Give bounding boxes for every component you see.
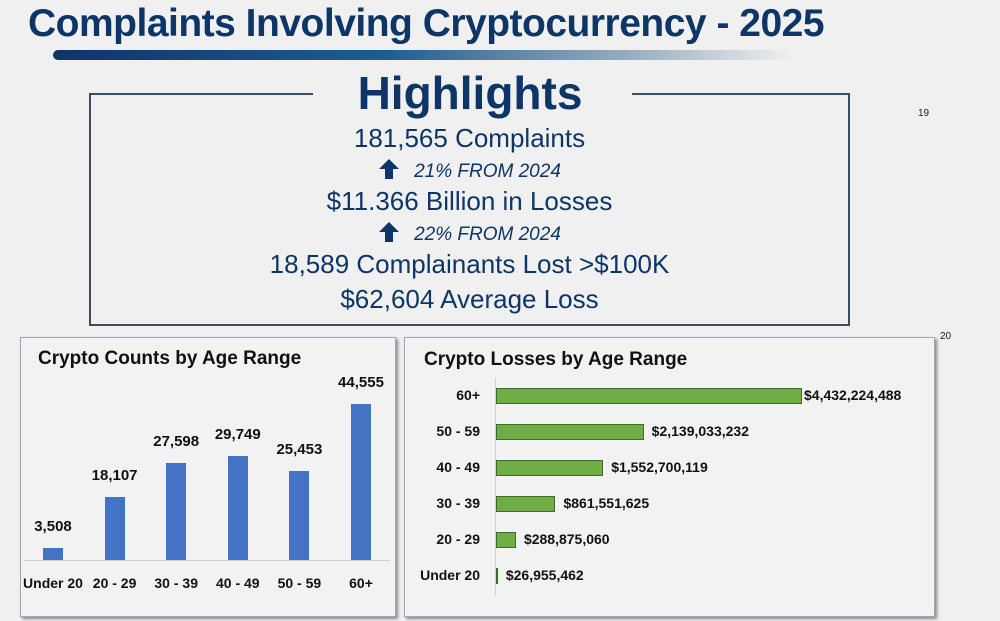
- count-bar: [43, 547, 63, 560]
- complaints-change-text: 21% FROM 2024: [414, 161, 561, 182]
- loss-data-label: $861,551,625: [563, 495, 650, 511]
- count-data-label: 29,749: [214, 425, 261, 443]
- loss-data-label: $26,955,462: [505, 567, 584, 583]
- count-data-label: 25,453: [276, 440, 323, 458]
- counts-chart-panel: [20, 337, 396, 617]
- losses-axis-line: [495, 378, 496, 596]
- loss-category-label: 30 - 39: [436, 495, 480, 511]
- count-category-label: 60+: [349, 575, 373, 591]
- loss-data-label: $2,139,033,232: [651, 423, 749, 439]
- highlights-border-left: [89, 93, 313, 95]
- loss-bar: [496, 496, 556, 512]
- losses-stat: $11.366 Billion in Losses: [326, 186, 613, 216]
- loss-bar: [496, 460, 604, 476]
- count-data-label: 27,598: [153, 433, 200, 451]
- count-bar: [227, 455, 248, 560]
- count-category-label: 30 - 39: [154, 575, 198, 591]
- counts-axis-line: [24, 560, 390, 561]
- losses-chart-title: Crypto Losses by Age Range: [424, 349, 688, 370]
- count-category-label: 40 - 49: [216, 575, 260, 591]
- page-title: Complaints Involving Cryptocurrency - 20…: [28, 2, 825, 45]
- complaints-stat: 181,565 Complaints: [353, 123, 586, 153]
- loss-category-label: 60+: [456, 387, 480, 403]
- title-underline: [53, 50, 793, 60]
- loss-category-label: 40 - 49: [436, 459, 480, 475]
- loss-data-label: $288,875,060: [523, 531, 610, 547]
- loss-bar: [496, 424, 644, 440]
- count-bar: [104, 496, 125, 560]
- count-category-label: Under 20: [23, 575, 83, 591]
- count-bar: [289, 470, 310, 560]
- count-bar: [166, 463, 187, 560]
- up-arrow-icon: [379, 222, 400, 242]
- average-loss-stat: $62,604 Average Loss: [340, 284, 599, 314]
- losses-chart-panel: [404, 337, 935, 617]
- highlights-box: [89, 93, 850, 326]
- count-bar: [351, 404, 371, 560]
- losses-change: 22% FROM 2024: [89, 221, 850, 246]
- complaints-change: 21% FROM 2024: [89, 158, 850, 183]
- page-number: 20: [940, 331, 952, 342]
- loss-bar: [496, 568, 498, 584]
- up-arrow-icon: [379, 159, 400, 179]
- loss-category-label: Under 20: [420, 567, 480, 583]
- loss-category-label: 20 - 29: [436, 531, 480, 547]
- highlights-border-right: [632, 93, 850, 95]
- loss-bar: [496, 532, 516, 548]
- highlights-heading: Highlights: [357, 67, 583, 119]
- count-data-label: 3,508: [34, 517, 72, 535]
- loss-data-label: $1,552,700,119: [611, 459, 708, 475]
- count-category-label: 50 - 59: [277, 575, 322, 591]
- over-100k-stat: 18,589 Complainants Lost >$100K: [269, 249, 670, 279]
- count-data-label: 18,107: [91, 466, 138, 484]
- loss-bar: [496, 388, 802, 404]
- counts-chart-title: Crypto Counts by Age Range: [38, 348, 302, 369]
- loss-category-label: 50 - 59: [436, 423, 480, 439]
- count-data-label: 44,555: [338, 374, 384, 391]
- page-number: 19: [918, 108, 930, 119]
- losses-change-text: 22% FROM 2024: [414, 224, 561, 245]
- count-category-label: 20 - 29: [92, 575, 137, 591]
- loss-data-label: $4,432,224,488: [804, 387, 902, 403]
